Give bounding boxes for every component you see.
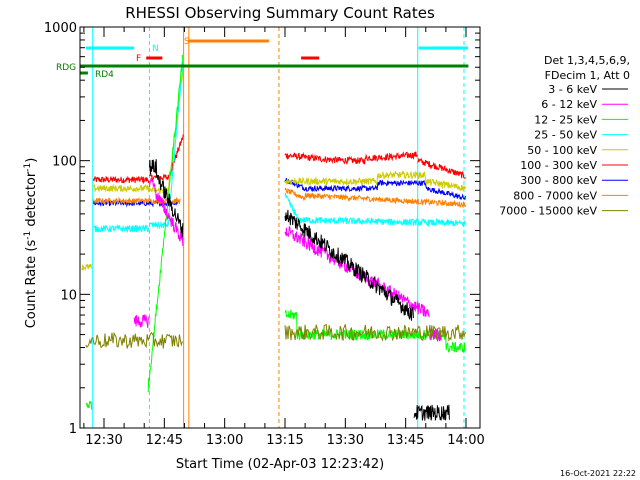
timestamp: 16-Oct-2021 22:22: [560, 469, 636, 478]
x-tick-label: 13:45: [387, 433, 424, 448]
flag-label: RDG: [56, 63, 76, 73]
flag-label: RD4: [95, 70, 114, 80]
legend-entry: 6 - 12 keV: [541, 98, 597, 111]
y-axis-label: Count Rate (s-1 detector-1): [23, 158, 39, 329]
series-trace: [93, 187, 466, 209]
y-tick-label: 1000: [44, 21, 77, 36]
legend: Det 1,3,4,5,6,9, FDecim 1, Att 03 - 6 keV…: [499, 54, 630, 218]
legend-entry: 300 - 800 keV: [520, 174, 597, 187]
legend-header: Det 1,3,4,5,6,9,: [544, 54, 630, 67]
x-tick-label: 13:15: [266, 433, 303, 448]
legend-header: FDecim 1, Att 0: [545, 69, 630, 82]
flag-label: F: [136, 54, 141, 64]
y-axis-label-end: ): [24, 158, 39, 163]
series-trace: [149, 159, 450, 421]
legend-entry: 50 - 100 keV: [527, 144, 597, 157]
legend-entry: 25 - 50 keV: [534, 129, 597, 142]
x-tick-label: 12:45: [146, 433, 183, 448]
chart-title: RHESSI Observing Summary Count Rates: [125, 4, 435, 22]
axes: RDG RD4 N F S 1 10 100 1000 12:30 12:45 13:00 13:15 1…: [44, 21, 485, 448]
x-tick-label: 14:00: [447, 433, 484, 448]
plot-traces: [80, 27, 469, 428]
legend-entry: 800 - 7000 keV: [513, 189, 597, 202]
legend-entry: 100 - 300 keV: [520, 159, 597, 172]
series-trace: [81, 67, 466, 272]
series-trace: [93, 134, 466, 185]
x-axis-label: Start Time (02-Apr-03 12:23:42): [176, 457, 384, 472]
plot-area: [80, 27, 469, 428]
series-trace: [85, 323, 467, 349]
y-axis-label-main: Count Rate (s: [24, 240, 39, 329]
x-tick-label: 12:30: [85, 433, 122, 448]
y-tick-label: 10: [60, 288, 77, 303]
x-tick-label: 13:00: [206, 433, 243, 448]
flag-label: S: [184, 37, 190, 47]
plot-frame: [79, 26, 481, 429]
y-tick-label: 100: [52, 155, 77, 170]
x-tick-label: 13:30: [327, 433, 364, 448]
legend-entry: 12 - 25 keV: [534, 113, 597, 126]
flag-label: N: [152, 44, 159, 54]
series-trace: [85, 54, 466, 410]
series-trace: [133, 177, 442, 343]
legend-entry: 7000 - 15000 keV: [499, 205, 597, 218]
y-axis-label-sup1: -1: [23, 231, 33, 240]
legend-entry: 3 - 6 keV: [548, 83, 597, 96]
y-axis-label-sup2: -1: [23, 163, 33, 172]
y-tick-label: 1: [69, 422, 77, 437]
y-axis-label-mid: detector: [24, 171, 39, 231]
series-trace: [93, 61, 466, 234]
